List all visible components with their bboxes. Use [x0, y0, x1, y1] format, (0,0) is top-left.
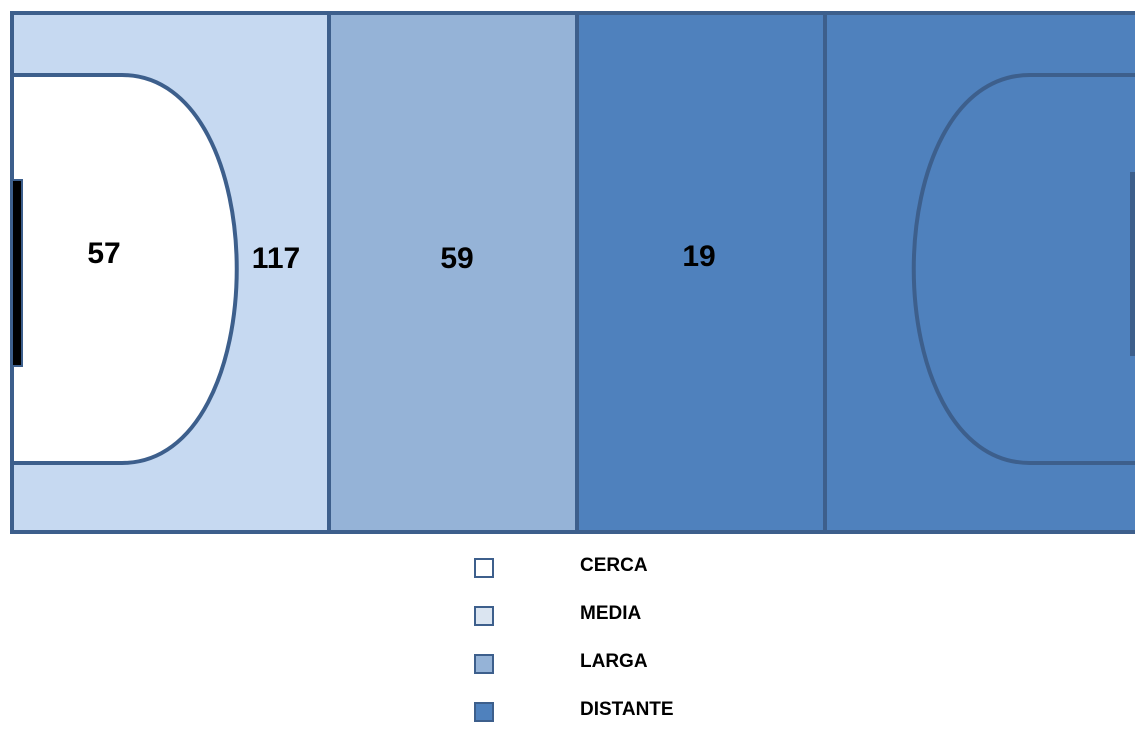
legend-item-media: MEDIA [472, 600, 732, 648]
right-goal-area-line [911, 73, 1135, 465]
legend-swatch-cerca [474, 558, 494, 578]
legend-item-cerca: CERCA [472, 552, 732, 600]
handball-court-diagram: 57 117 59 19 [10, 11, 1135, 534]
zone-larga-value: 59 [440, 242, 473, 275]
legend-label-cerca: CERCA [580, 555, 648, 576]
legend-swatch-distante [474, 702, 494, 722]
right-goal [1130, 172, 1135, 356]
zone-media-value: 117 [252, 242, 300, 275]
legend-item-larga: LARGA [472, 648, 732, 696]
zone-cerca-goal-area [10, 73, 239, 465]
zone-distante-fill [577, 13, 1135, 532]
legend-label-distante: DISTANTE [580, 699, 674, 720]
legend-swatch-media [474, 606, 494, 626]
left-goal [11, 179, 23, 367]
zone-larga-fill [329, 13, 577, 532]
legend: CERCA MEDIA LARGA DISTANTE [472, 552, 732, 744]
zone-distante-value: 19 [682, 240, 715, 273]
zone-cerca-value: 57 [87, 237, 120, 270]
legend-swatch-larga [474, 654, 494, 674]
legend-label-media: MEDIA [580, 603, 642, 624]
legend-label-larga: LARGA [580, 651, 648, 672]
legend-item-distante: DISTANTE [472, 696, 732, 744]
